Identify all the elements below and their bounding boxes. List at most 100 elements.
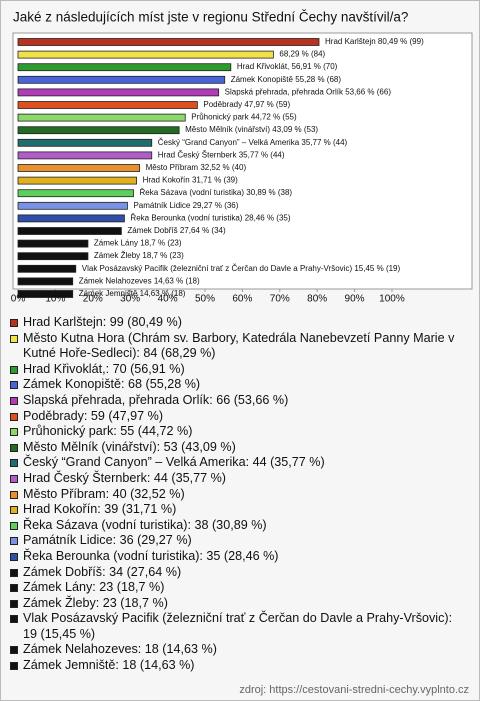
bar [17,189,134,198]
bar [17,50,274,59]
x-tick-label: 30% [120,294,140,305]
value-label: 18,7 % (23) [142,251,184,260]
legend-label: Zámek Konopiště: 68 (55,28 %) [23,377,201,392]
bar-category: Vlak Posázavský Pacifik (železniční trať… [82,264,353,273]
legend-label: Slapská přehrada, přehrada Orlík: 66 (53… [23,392,289,407]
bar-label: Hrad Český Šternberk 35,77 % (44) [158,151,285,160]
bar-label: Město Mělník (vinářství) 43,09 % (53) [185,125,318,134]
bar [17,63,232,72]
legend-label: Památník Lidice: 36 (29,27 %) [23,533,192,548]
bar-label: Řeka Berounka (vodní turistika) 28,46 % … [130,214,290,223]
bar-category: Hrad Český Šternberk [158,151,238,160]
legend-label: Zámek Dobříš: 34 (27,64 %) [23,564,182,579]
value-label: 15,45 % (19) [354,264,400,273]
bar-label: Město Příbram 32,52 % (40) [146,163,247,172]
bar-label: Řeka Sázava (vodní turistika) 30,89 % (3… [140,188,293,197]
bar-label: Poděbrady 47,97 % (59) [203,100,290,109]
value-label: 43,09 % (53) [272,125,318,134]
legend-item: Město Mělník (vinářství): 53 (43,09 %) [10,440,465,456]
legend-item: Slapská přehrada, přehrada Orlík: 66 (53… [10,393,465,409]
legend-swatch [10,334,18,343]
bar [17,88,220,97]
legend-swatch [10,615,18,624]
bar [17,176,137,185]
legend-item: Poděbrady: 59 (47,97 %) [10,409,465,425]
x-tick-label: 20% [83,294,103,305]
bar-label: Český “Grand Canyon” – Velká Amerika 35,… [158,138,348,147]
value-label: 55,28 % (68) [295,75,341,84]
legend-label: Hrad Kokořín: 39 (31,71 %) [23,502,177,517]
x-tick-label: 50% [195,294,215,305]
legend-label: Zámek Žleby: 23 (18,7 %) [23,595,168,610]
legend-item: Zámek Jemniště: 18 (14,63 %) [10,658,465,674]
legend-swatch [10,443,18,452]
x-tick-label: 60% [232,294,252,305]
legend-item: Hrad Karlštejn: 99 (80,49 %) [10,315,465,331]
legend-swatch [10,319,18,327]
legend-swatch [10,584,18,593]
bar [17,113,186,122]
legend-item: Zámek Konopiště: 68 (55,28 %) [10,377,465,393]
bar [17,38,320,46]
bar [17,290,74,298]
legend-item: Český “Grand Canyon” – Velká Amerika: 44… [10,455,465,471]
bar-category: Průhonický park [191,113,249,122]
value-label: 31,71 % (39) [192,176,238,185]
bar-category: Zámek Lány [94,239,138,248]
value-label: 56,91 % (70) [292,62,338,71]
legend-label: Město Kutna Hora (Chrám sv. Barbory, Kat… [23,330,455,361]
legend-item: Památník Lidice: 36 (29,27 %) [10,533,465,549]
bar [17,164,141,172]
bar-category: Památník Lidice [133,201,190,210]
x-tick-label: 100% [379,294,405,305]
legend-swatch [10,662,18,671]
bar-label: 68,29 % (84) [279,50,325,59]
legend-item: Město Kutna Hora (Chrám sv. Barbory, Kat… [10,331,465,362]
value-label: 30,89 % (38) [246,188,292,197]
legend-swatch [10,365,18,374]
x-tick-label: 70% [270,294,290,305]
legend-item: Řeka Sázava (vodní turistika): 38 (30,89… [10,518,465,534]
bar [17,214,125,223]
legend-swatch [10,459,18,468]
bar [17,227,122,235]
source: zdroj: https://cestovani-stredni-cechy.v… [239,684,469,696]
value-label: 47,97 % (59) [244,100,290,109]
legend-item: Zámek Dobříš: 34 (27,64 %) [10,565,465,581]
legend-item: Zámek Žleby: 23 (18,7 %) [10,596,465,612]
bar-category: Zámek Jemniště [79,289,138,298]
bar [17,264,77,273]
legend-label: Hrad Český Šternberk: 44 (35,77 %) [23,470,226,485]
legend-swatch [10,428,18,437]
bar-label: Zámek Žleby 18,7 % (23) [94,251,184,260]
bar-category: Český “Grand Canyon” – Velká Amerika [158,138,300,147]
legend-label: Vlak Posázavský Pacifik (železniční trať… [23,611,453,641]
bar-label: Zámek Konopiště 55,28 % (68) [231,75,342,84]
x-tick-label: 40% [158,294,178,305]
bar-label: Slapská přehrada, přehrada Orlík 53,66 %… [225,88,392,97]
value-label: 14,63 % (18) [140,289,186,298]
legend-swatch [10,568,18,577]
x-tick-label: 10% [45,294,65,305]
legend-item: Zámek Nelahozeves: 18 (14,63 %) [10,642,465,658]
value-label: 29,27 % (36) [193,201,239,210]
bar-category: Hrad Karlštejn [325,37,376,46]
legend-label: Zámek Nelahozeves: 18 (14,63 %) [23,642,217,657]
legend-swatch [10,490,18,499]
value-label: 32,52 % (40) [200,163,246,172]
bar [17,151,153,160]
bar-category: Slapská přehrada, přehrada Orlík [225,88,344,97]
bar-category: Zámek Nelahozeves [79,277,152,286]
legend-label: Poděbrady: 59 (47,97 %) [23,408,164,423]
value-label: 28,46 % (35) [245,214,291,223]
legend-label: Řeka Berounka (vodní turistika): 35 (28,… [23,548,279,563]
bar-label: Hrad Kokořín 31,71 % (39) [143,176,239,185]
legend-swatch [10,474,18,483]
plot-area [12,32,473,290]
bar-label: Hrad Karlštejn 80,49 % (99) [325,37,424,46]
value-label: 80,49 % (99) [378,37,424,46]
legend-label: Zámek Lány: 23 (18,7 %) [23,580,165,595]
legend-label: Průhonický park: 55 (44,72 %) [23,424,193,439]
value-label: 35,77 % (44) [239,151,285,160]
value-label: 35,77 % (44) [301,138,347,147]
